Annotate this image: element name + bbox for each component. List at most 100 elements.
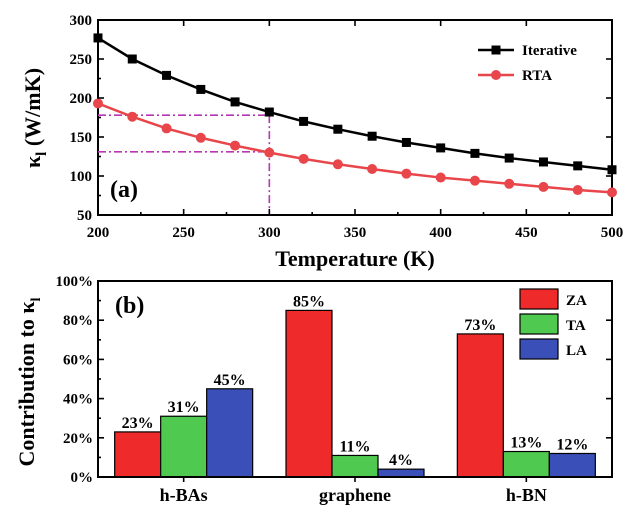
data-point xyxy=(469,175,480,186)
legend-label: RTA xyxy=(522,68,552,84)
data-point xyxy=(333,124,343,134)
data-point xyxy=(470,148,480,158)
legend-b: ZA TA LA xyxy=(519,288,587,360)
y-tick-label-a: 50 xyxy=(77,208,92,224)
bar-value-label: 11% xyxy=(339,438,370,455)
y-tick-label-a: 200 xyxy=(70,91,93,107)
legend-label: LA xyxy=(566,343,587,359)
y-axis-title-b-subscript: l xyxy=(29,297,44,301)
legend-marker xyxy=(491,45,501,55)
data-point xyxy=(504,153,514,163)
bar-za xyxy=(114,431,162,478)
bar-value-label: 31% xyxy=(168,399,200,416)
data-point xyxy=(504,178,515,189)
data-point xyxy=(196,84,206,94)
x-tick-label-a: 200 xyxy=(87,225,110,241)
bar-la xyxy=(548,452,596,478)
data-point xyxy=(367,163,378,174)
bar-value-label: 45% xyxy=(214,372,246,389)
y-tick-label-a: 100 xyxy=(70,169,93,185)
data-point xyxy=(572,185,583,196)
bar-value-label: 73% xyxy=(464,317,496,334)
data-point xyxy=(93,33,103,43)
series-line xyxy=(97,36,613,172)
data-point xyxy=(538,181,549,192)
legend-label: Iterative xyxy=(522,43,577,59)
data-point xyxy=(161,123,172,134)
series-rta xyxy=(93,98,617,198)
data-point xyxy=(538,157,548,167)
x-axis-title-a: Temperature (K) xyxy=(275,246,434,271)
x-tick-label-a: 300 xyxy=(258,225,281,241)
y-tick-label-b: 60% xyxy=(63,352,93,368)
y-axis-title-a: κl (W/mK) xyxy=(20,68,50,168)
category-label: graphene xyxy=(319,485,391,505)
y-tick-label-b: 20% xyxy=(63,431,93,447)
data-point xyxy=(435,172,446,183)
bar-value-label: 13% xyxy=(510,435,542,452)
data-point xyxy=(230,97,240,107)
y-axis-title-b-text: Contribution to κ xyxy=(14,301,39,467)
panel-label-a: (a) xyxy=(110,177,138,203)
data-point xyxy=(264,107,274,117)
data-point xyxy=(162,70,172,80)
bar-ta xyxy=(331,454,379,478)
legend-swatch xyxy=(519,338,559,360)
data-point xyxy=(607,187,617,198)
y-tick-label-a: 300 xyxy=(70,13,93,29)
x-tick-label-a: 500 xyxy=(601,225,624,241)
y-tick-label-a: 150 xyxy=(70,130,93,146)
data-point xyxy=(436,143,446,153)
data-point xyxy=(367,131,377,141)
x-tick-label-a: 400 xyxy=(429,225,452,241)
legend-a: Iterative RTA xyxy=(478,43,577,84)
legend-label: ZA xyxy=(566,293,587,309)
bar-la xyxy=(377,468,425,478)
legend-swatch xyxy=(519,288,559,310)
y-axis-title-a-unit: (W/mK) xyxy=(20,68,45,152)
data-point xyxy=(195,132,206,143)
y-axis-title-a-symbol: κ xyxy=(20,155,45,168)
y-tick-label-b: 0% xyxy=(71,470,94,486)
bar-value-label: 4% xyxy=(389,452,413,469)
data-point xyxy=(332,159,343,170)
bar-za xyxy=(456,333,504,478)
y-tick-label-a: 250 xyxy=(70,52,93,68)
line-chart-panel-a: 200 250 300 350 400 450 500 50 100 150 200 250 300 (… xyxy=(20,13,623,271)
bar-ta xyxy=(502,450,550,478)
category-label: h-BAs xyxy=(160,485,208,505)
series-iterative xyxy=(93,33,617,175)
bar-ta xyxy=(160,415,208,478)
y-tick-label-b: 100% xyxy=(56,274,94,290)
category-label: h-BN xyxy=(506,485,547,505)
y-tick-label-b: 80% xyxy=(63,313,93,329)
series-line xyxy=(97,102,613,194)
data-point xyxy=(607,165,617,175)
legend-swatch xyxy=(519,313,559,335)
legend-label: TA xyxy=(566,318,586,334)
data-point xyxy=(93,98,103,109)
bar-chart-panel-b: 23% 31% 45% 85% 11% 4% 73% 13% 12% 0% 20% 40% 60% 80… xyxy=(14,274,613,505)
y-tick-label-b: 40% xyxy=(63,392,93,408)
data-point xyxy=(264,147,275,158)
x-tick-label-a: 250 xyxy=(172,225,195,241)
data-point xyxy=(127,111,138,122)
data-point xyxy=(298,153,309,164)
y-axis-title-b: Contribution to κl xyxy=(14,297,44,466)
data-point xyxy=(573,161,583,171)
x-tick-label-a: 350 xyxy=(344,225,367,241)
bar-value-label: 23% xyxy=(122,415,154,432)
data-point xyxy=(299,116,309,126)
data-point xyxy=(401,168,412,179)
bar-la xyxy=(206,388,254,478)
data-point xyxy=(230,140,241,151)
bar-za xyxy=(285,309,333,478)
bar-value-label: 12% xyxy=(556,436,588,453)
x-tick-label-a: 450 xyxy=(515,225,538,241)
y-axis-title-a-subscript: l xyxy=(34,152,50,156)
panel-label-b: (b) xyxy=(115,293,144,319)
data-point xyxy=(127,54,137,64)
bar-value-label: 85% xyxy=(293,293,325,310)
data-point xyxy=(401,137,411,147)
